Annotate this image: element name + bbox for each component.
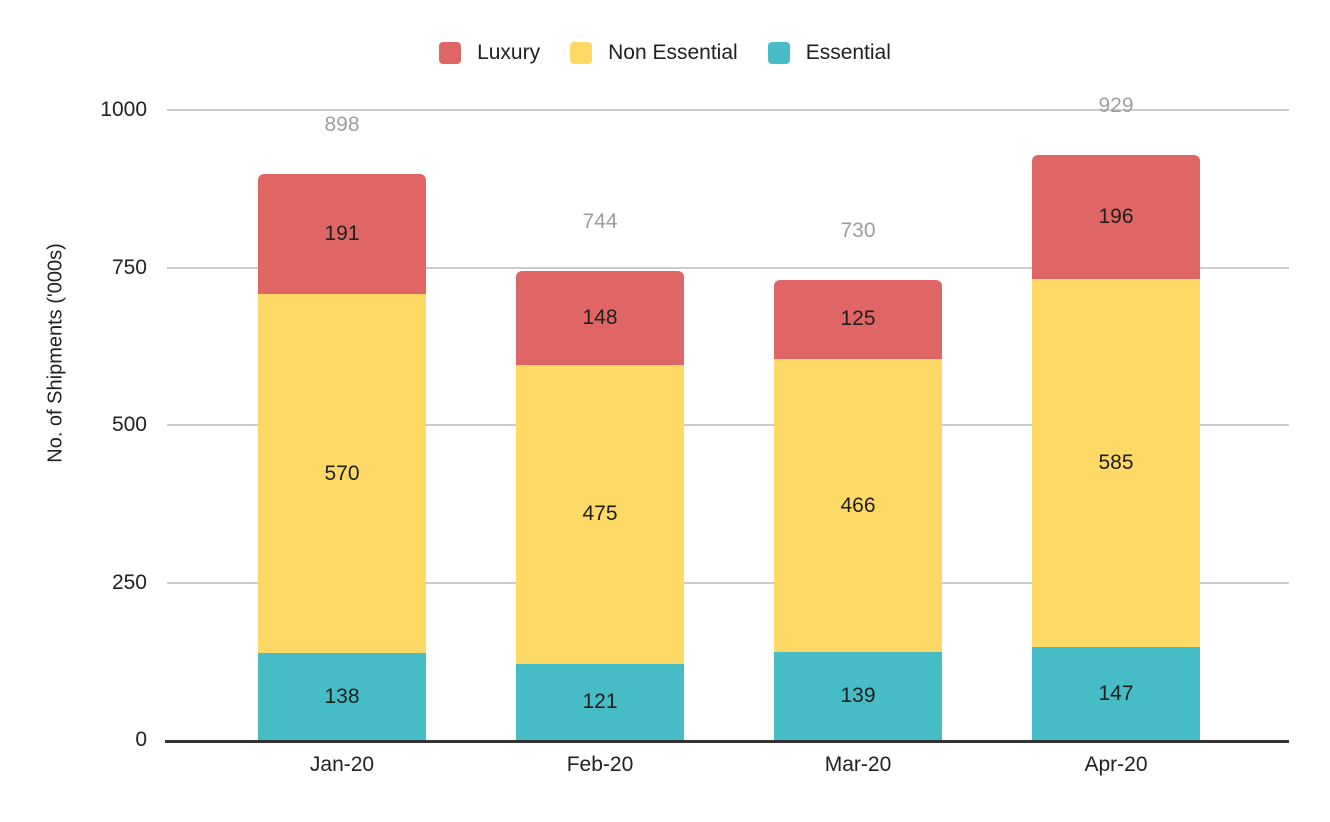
legend-label: Essential — [805, 41, 891, 64]
legend: Luxury Non Essential Essential — [0, 41, 1330, 65]
legend-label: Luxury — [477, 41, 541, 64]
plot-area: 138 570 191 898 121 475 148 744 139 466 125 730 147 5… — [165, 94, 1289, 743]
segment-value-label: 585 — [1098, 451, 1134, 475]
legend-item-non-essential[interactable]: Non Essential — [570, 41, 738, 65]
gridline-500 — [167, 424, 1289, 426]
segment-value-label: 138 — [324, 684, 360, 708]
legend-label: Non Essential — [608, 41, 738, 64]
segment-luxury-apr-20[interactable]: 196 — [1032, 155, 1200, 279]
segment-value-label: 139 — [840, 684, 876, 708]
gridline-1000 — [167, 109, 1289, 111]
x-axis-label-feb-20: Feb-20 — [566, 753, 634, 776]
segment-non-essential-feb-20[interactable]: 475 — [516, 364, 684, 664]
legend-swatch-luxury-icon — [439, 42, 462, 64]
segment-essential-feb-20[interactable]: 121 — [516, 663, 684, 740]
bar-total-label-feb-20: 744 — [582, 210, 618, 234]
x-axis-label-jan-20: Jan-20 — [309, 753, 375, 776]
x-axis-baseline — [165, 740, 1289, 743]
segment-luxury-jan-20[interactable]: 191 — [258, 173, 426, 294]
legend-item-essential[interactable]: Essential — [767, 41, 891, 65]
segment-luxury-mar-20[interactable]: 125 — [774, 280, 942, 359]
segment-non-essential-mar-20[interactable]: 466 — [774, 358, 942, 653]
segment-value-label: 148 — [582, 305, 618, 329]
bar-mar-20: 139 466 125 730 — [774, 210, 942, 740]
x-axis-label-apr-20: Apr-20 — [1084, 753, 1148, 776]
bar-feb-20: 121 475 148 744 — [516, 201, 684, 740]
segment-value-label: 121 — [582, 689, 618, 713]
gridline-750 — [167, 266, 1289, 269]
segment-essential-apr-20[interactable]: 147 — [1032, 647, 1200, 740]
segment-value-label: 125 — [840, 307, 876, 331]
segment-value-label: 196 — [1098, 205, 1134, 229]
segment-luxury-feb-20[interactable]: 148 — [516, 271, 684, 365]
legend-swatch-non-essential-icon — [570, 42, 593, 64]
y-tick-label-0: 0 — [135, 728, 147, 751]
segment-value-label: 147 — [1098, 681, 1134, 705]
segment-essential-mar-20[interactable]: 139 — [774, 652, 942, 740]
x-axis-label-mar-20: Mar-20 — [824, 753, 892, 776]
segment-value-label: 475 — [582, 502, 618, 526]
segment-non-essential-jan-20[interactable]: 570 — [258, 293, 426, 654]
y-tick-label-500: 500 — [111, 413, 147, 436]
bar-total-label-jan-20: 898 — [324, 112, 360, 136]
segment-value-label: 570 — [324, 461, 360, 485]
bar-apr-20: 147 585 196 929 — [1032, 85, 1200, 740]
bar-total-label-mar-20: 730 — [840, 219, 876, 243]
gridline-250 — [167, 581, 1289, 584]
segment-essential-jan-20[interactable]: 138 — [258, 653, 426, 740]
y-tick-label-250: 250 — [111, 570, 147, 594]
bar-jan-20: 138 570 191 898 — [258, 104, 426, 740]
legend-item-luxury[interactable]: Luxury — [439, 41, 540, 65]
y-tick-label-750: 750 — [111, 255, 147, 279]
legend-swatch-essential-icon — [767, 42, 790, 64]
segment-non-essential-apr-20[interactable]: 585 — [1032, 278, 1200, 648]
segment-value-label: 466 — [840, 493, 876, 517]
segment-value-label: 191 — [324, 221, 360, 245]
bar-total-label-apr-20: 929 — [1098, 94, 1134, 118]
y-tick-label-1000: 1000 — [100, 98, 147, 121]
